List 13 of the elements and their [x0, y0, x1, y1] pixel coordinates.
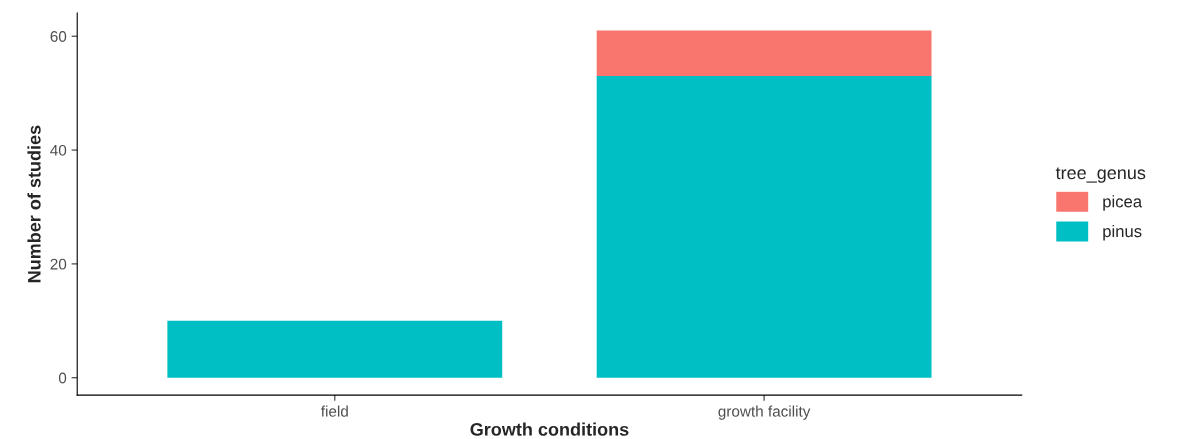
y-axis-title: Number of studies: [27, 125, 41, 283]
y-tick-label: 20: [50, 258, 67, 270]
bar: [167, 320, 503, 378]
x-tick-label: growth facility: [718, 405, 811, 420]
y-tick-label: 0: [58, 372, 67, 384]
x-axis-title: Growth conditions: [470, 422, 629, 436]
y-tick-label: 60: [50, 31, 67, 42]
legend-label: pinus: [1103, 224, 1142, 241]
y-tick-label: 40: [50, 144, 67, 156]
legend-title: tree_genus: [1055, 167, 1146, 183]
bar: [596, 30, 932, 77]
x-tick-label: field: [321, 405, 348, 417]
legend-label: picea: [1103, 195, 1143, 211]
